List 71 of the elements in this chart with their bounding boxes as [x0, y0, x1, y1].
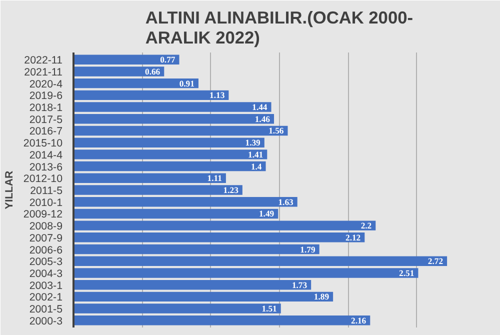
bar — [74, 161, 266, 172]
bar — [74, 280, 312, 290]
y-tick-label: 2001-5 — [29, 304, 63, 316]
data-label: 1.63 — [278, 196, 294, 207]
y-tick-label: 2015-10 — [23, 138, 63, 150]
bar — [74, 90, 229, 100]
data-label: 1.46 — [254, 114, 271, 124]
bar — [74, 268, 418, 278]
data-label: 1.49 — [258, 208, 275, 219]
bar — [74, 304, 281, 314]
bar — [74, 138, 264, 148]
y-tick-label: 2002-1 — [29, 292, 63, 304]
y-tick-label: 2008-9 — [29, 220, 63, 233]
data-label: 1.51 — [262, 304, 277, 314]
bar — [74, 244, 320, 254]
bar — [74, 232, 365, 242]
data-label: 1.89 — [314, 292, 330, 302]
y-tick-label: 2011-5 — [30, 185, 63, 197]
y-tick-label: 2014-4 — [29, 149, 63, 162]
data-label: 0.66 — [144, 66, 161, 76]
bar — [74, 173, 226, 184]
y-axis-title: YILLAR — [3, 170, 16, 210]
y-tick-label: 2019-6 — [29, 90, 63, 102]
data-label: 1.39 — [245, 138, 262, 148]
bar — [74, 102, 272, 112]
y-tick-label: 2006-6 — [29, 244, 63, 256]
y-tick-label: 2000-3 — [29, 315, 63, 328]
y-tick-label: 2007-9 — [29, 232, 63, 244]
bar — [74, 54, 180, 64]
data-label: 2.16 — [350, 315, 367, 326]
chart-title: ALTINI ALINABILIR.(OCAK 2000- ARALIK 2022) — [145, 8, 414, 48]
bar — [74, 78, 198, 88]
data-label: 0.77 — [160, 54, 176, 65]
bar — [74, 185, 242, 195]
bar — [74, 220, 376, 230]
data-label: 1.56 — [268, 126, 284, 136]
y-tick-label: 2020-4 — [29, 78, 63, 90]
y-tick-label: 2018-1 — [29, 102, 63, 114]
y-tick-label: 2005-3 — [29, 256, 63, 268]
y-tick-label: 2004-3 — [29, 268, 63, 280]
bar — [74, 256, 448, 266]
data-label: 1.73 — [292, 280, 308, 290]
bar — [74, 292, 334, 302]
y-tick-label: 2016-7 — [29, 126, 63, 138]
data-label: 2.72 — [428, 256, 444, 266]
y-tick-label: 2021-11 — [24, 66, 63, 78]
y-tick-label: 2009-12 — [23, 208, 63, 221]
data-label: 2.51 — [399, 268, 414, 278]
data-label: 1.11 — [207, 173, 222, 184]
data-label: 1.23 — [223, 185, 240, 195]
bar — [74, 150, 268, 160]
bar — [74, 196, 298, 207]
y-tick-label: 2003-1 — [29, 280, 63, 292]
data-label: 0.91 — [179, 78, 194, 88]
bar — [74, 316, 370, 326]
y-tick-label: 2010-1 — [29, 196, 63, 209]
y-tick-label: 2017-5 — [29, 114, 63, 126]
data-label: 2.2 — [360, 220, 372, 231]
bar — [74, 66, 164, 76]
y-tick-label: 2022-11 — [24, 54, 63, 67]
data-label: 2.12 — [346, 232, 361, 242]
data-label: 1.44 — [252, 102, 268, 112]
data-label: 1.4 — [250, 161, 262, 172]
bar — [74, 126, 288, 136]
data-label: 1.13 — [210, 90, 226, 100]
bar — [74, 208, 278, 219]
bar — [74, 114, 274, 124]
data-label: 1.79 — [300, 244, 316, 254]
y-tick-label: 2012-10 — [23, 173, 63, 186]
data-label: 1.41 — [248, 149, 264, 160]
y-tick-label: 2013-6 — [29, 161, 63, 174]
